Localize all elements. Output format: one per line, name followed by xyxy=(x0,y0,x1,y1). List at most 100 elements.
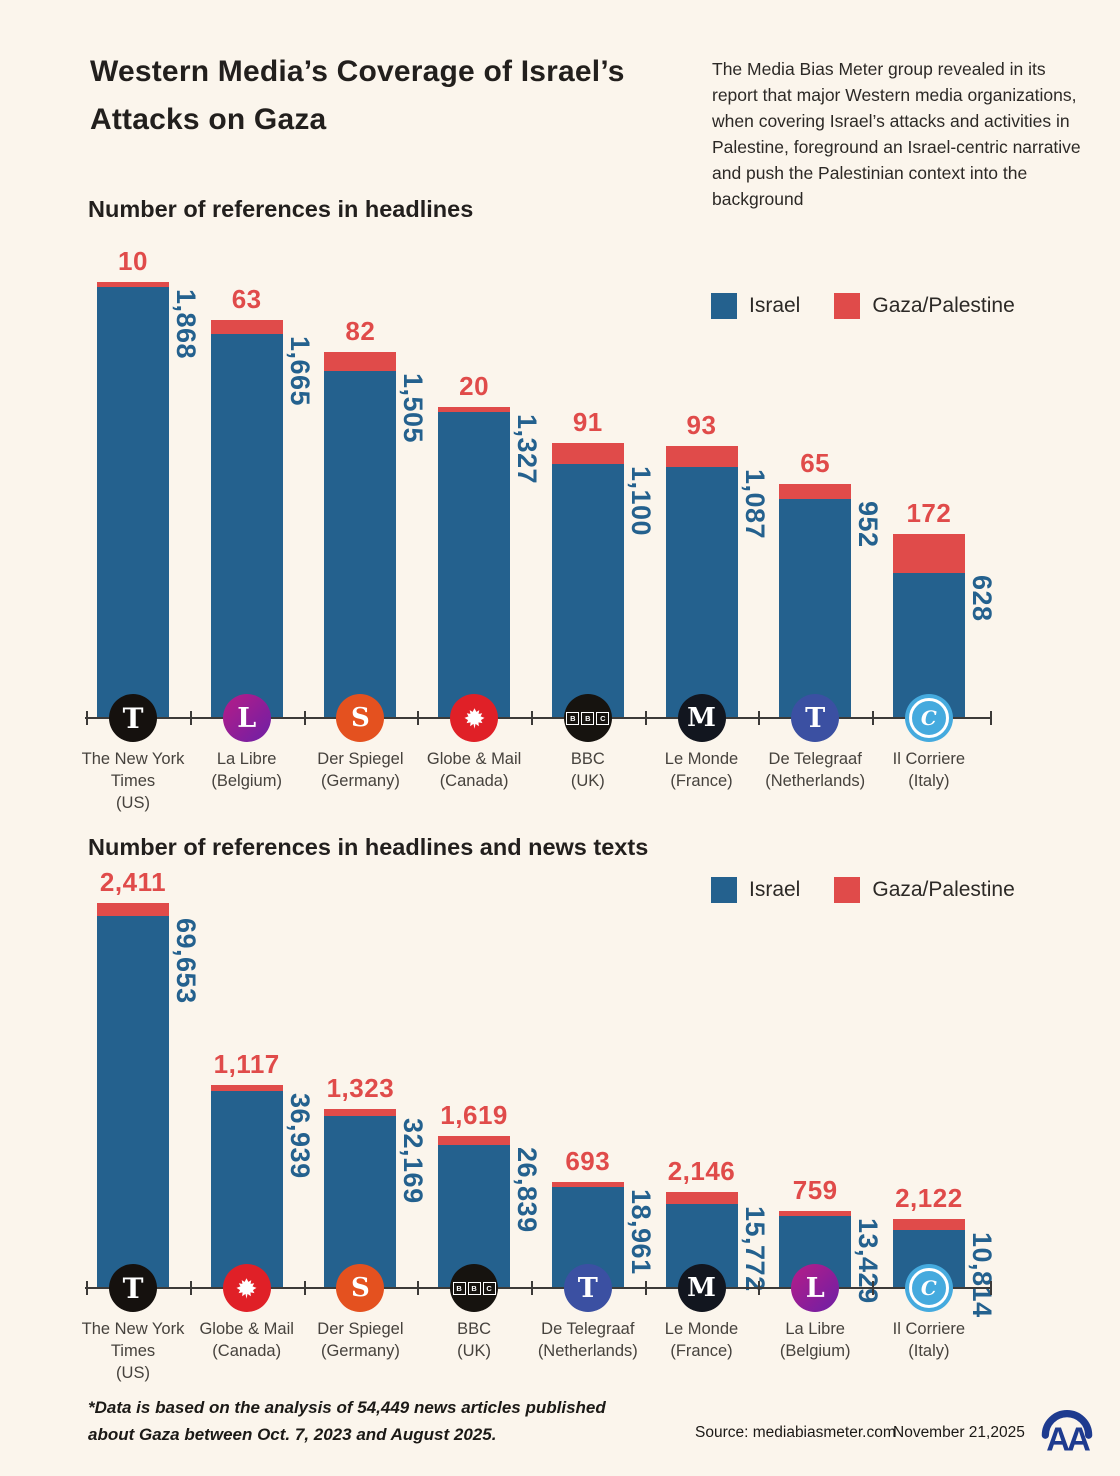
gaza-value-label: 63 xyxy=(231,283,262,314)
axis-tick xyxy=(990,711,992,725)
israel-bar-segment xyxy=(892,573,965,718)
spiegel-logo-icon: S xyxy=(336,694,385,742)
axis-tick xyxy=(758,1281,761,1295)
axis-tick xyxy=(189,1281,192,1295)
lemonde-logo-icon: M xyxy=(677,694,726,742)
outlet-label: Der Spiegel (Germany) xyxy=(301,748,419,792)
gaza-value-label: 1,619 xyxy=(440,1099,508,1130)
israel-bar-segment xyxy=(551,464,624,718)
israel-legend-swatch xyxy=(711,877,737,903)
gaza-value-label: 1,117 xyxy=(213,1048,280,1079)
outlet-name: Der Spiegel xyxy=(317,750,404,768)
gaza-bar-segment xyxy=(97,282,169,288)
outlet-country: (France) xyxy=(670,772,733,790)
chart-references-in-headlines: 10 1,868 T The New York Times (US) 63 1,665 L La… xyxy=(82,246,997,812)
outlet-name: De Telegraaf xyxy=(768,750,862,768)
outlet-name: De Telegraaf xyxy=(541,1320,635,1338)
israel-bar-segment xyxy=(438,412,511,718)
telegraaf-logo-icon: T xyxy=(791,694,840,742)
outlet-country: (UK) xyxy=(570,772,605,790)
data-note: *Data is based on the analysis of 54,449… xyxy=(88,1398,606,1444)
gaza-value-label: 2,122 xyxy=(895,1182,963,1213)
gaza-legend-label: Gaza/Palestine xyxy=(872,294,1015,317)
nyt-logo-icon: T xyxy=(109,1264,157,1312)
israel-value-label: 15,772 xyxy=(739,1205,770,1292)
gaza-bar-segment xyxy=(438,1135,511,1145)
outlet-name: Globe & Mail xyxy=(426,750,522,768)
outlet-label: De Telegraaf (Netherlands) xyxy=(756,748,874,792)
gaza-value-label: 20 xyxy=(459,371,490,402)
outlet-country: (US) xyxy=(116,794,150,812)
gaza-bar-segment xyxy=(210,1084,283,1091)
outlet-name: The New York Times xyxy=(81,1320,185,1360)
nyt-logo-icon: T xyxy=(109,694,157,742)
outlet-country: (Canada) xyxy=(212,1342,282,1360)
outlet-name: Il Corriere xyxy=(892,1320,966,1338)
israel-value-label: 10,814 xyxy=(966,1232,997,1318)
chart-title-headlines-and-texts: Number of references in headlines and ne… xyxy=(88,834,649,860)
outlet-name: BBC xyxy=(457,1320,492,1338)
israel-bar-segment xyxy=(324,371,397,718)
israel-bar-segment xyxy=(210,334,283,718)
outlet-country: (Canada) xyxy=(439,772,509,790)
outlet-label: Il Corriere (Italy) xyxy=(870,748,988,792)
outlet-name: Il Corriere xyxy=(892,750,966,768)
outlet-name: Globe & Mail xyxy=(199,1320,294,1338)
x-axis xyxy=(85,1287,991,1289)
israel-bar-segment xyxy=(97,287,169,718)
gaza-bar-segment xyxy=(324,352,397,372)
israel-bar-segment xyxy=(665,467,738,718)
gaza-bar-segment xyxy=(892,533,965,574)
outlet-label: Globe & Mail (Canada) xyxy=(188,1318,306,1362)
outlet-label: Le Monde (France) xyxy=(643,1318,761,1362)
outlet-country: (Netherlands) xyxy=(765,772,866,790)
gaza-value-label: 82 xyxy=(345,316,376,347)
corriere-logo-icon: C xyxy=(904,1264,953,1312)
outlet-label: Globe & Mail (Canada) xyxy=(415,748,533,792)
axis-tick xyxy=(530,1281,533,1295)
outlet-label: BBC (UK) xyxy=(415,1318,533,1362)
gaza-bar-segment xyxy=(892,1218,965,1231)
outlet-label: The New York Times (US) xyxy=(74,1318,192,1384)
gaza-legend-swatch xyxy=(834,877,861,903)
outlet-label: De Telegraaf (Netherlands) xyxy=(529,1318,647,1362)
globemail-logo-icon xyxy=(222,1264,271,1312)
outlet-country: (Italy) xyxy=(908,772,950,790)
outlet-country: (France) xyxy=(670,1342,733,1360)
israel-value-label: 69,653 xyxy=(171,917,201,1004)
axis-tick xyxy=(872,1281,875,1295)
x-axis xyxy=(85,717,991,719)
date-text: November 21,2025 xyxy=(893,1424,1025,1441)
gaza-legend-label: Gaza/Palestine xyxy=(872,878,1015,901)
gaza-bar-segment xyxy=(210,319,283,335)
gaza-value-label: 93 xyxy=(686,409,717,440)
gaza-value-label: 693 xyxy=(565,1145,611,1176)
axis-tick xyxy=(303,1281,306,1295)
gaza-bar-segment xyxy=(779,1211,852,1217)
outlet-country: (Belgium) xyxy=(211,772,282,790)
telegraaf-logo-icon: T xyxy=(563,1264,612,1312)
israel-value-label: 13,429 xyxy=(853,1218,884,1304)
outlet-label: Il Corriere (Italy) xyxy=(870,1318,988,1362)
gaza-value-label: 1,323 xyxy=(326,1073,395,1104)
outlet-name: Le Monde xyxy=(664,750,739,768)
outlet-country: (Netherlands) xyxy=(537,1342,638,1360)
israel-bar-segment xyxy=(324,1116,397,1288)
gaza-value-label: 65 xyxy=(800,447,831,478)
israel-bar-segment xyxy=(210,1090,283,1288)
anadolu-agency-logo-icon: AA xyxy=(1034,1396,1100,1463)
israel-value-label: 32,169 xyxy=(398,1118,429,1204)
israel-value-label: 36,939 xyxy=(284,1092,315,1179)
gaza-bar-segment xyxy=(779,483,852,499)
gaza-legend-swatch xyxy=(834,293,861,319)
outlet-label: Der Spiegel (Germany) xyxy=(301,1318,419,1362)
gaza-bar-segment xyxy=(551,1181,624,1187)
gaza-bar-segment xyxy=(438,407,511,413)
lemonde-logo-icon: M xyxy=(677,1264,726,1312)
israel-value-label: 1,100 xyxy=(625,466,656,537)
outlet-label: BBC (UK) xyxy=(529,748,647,792)
svg-text:AA: AA xyxy=(1046,1421,1090,1458)
spiegel-logo-icon: S xyxy=(336,1264,385,1312)
